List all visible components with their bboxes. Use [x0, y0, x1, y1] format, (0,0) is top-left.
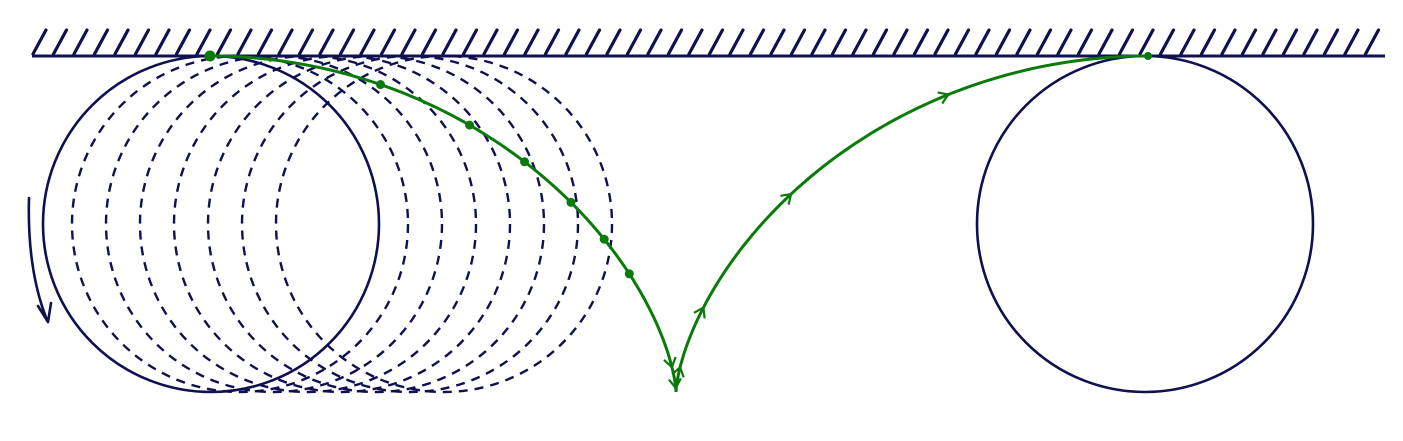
hatch-mark	[1302, 28, 1319, 56]
hatch-mark	[92, 28, 110, 56]
curve-point	[624, 269, 634, 279]
rolling-circle-end	[975, 54, 1315, 394]
hatch-mark	[789, 28, 807, 56]
hatch-mark	[1117, 28, 1135, 56]
hatch-mark	[236, 28, 253, 56]
curve-marked-points	[204, 50, 1152, 279]
hatch-mark	[748, 28, 766, 56]
curve-point	[566, 197, 576, 207]
dashed-circle	[138, 54, 478, 394]
hatch-mark	[154, 28, 171, 56]
hatch-mark	[482, 28, 499, 56]
hatch-mark	[297, 28, 315, 56]
hatch-mark	[1158, 28, 1176, 56]
curve-point	[599, 234, 609, 244]
dashed-circle	[70, 54, 410, 394]
hatch-mark	[707, 28, 725, 56]
hatch-mark	[523, 28, 540, 56]
hatch-mark	[441, 28, 458, 56]
hatch-mark	[830, 28, 848, 56]
hatch-mark	[769, 28, 786, 56]
hatch-mark	[277, 28, 294, 56]
hatch-mark	[256, 28, 274, 56]
curve-point	[204, 50, 216, 62]
hatch-mark	[728, 28, 745, 56]
hatch-mark	[810, 28, 827, 56]
hatch-mark	[318, 28, 335, 56]
hatch-mark	[564, 28, 581, 56]
curve-point	[375, 80, 385, 90]
dashed-circle-positions	[70, 54, 614, 394]
cycloid-curve	[209, 54, 1149, 392]
hatch-mark	[420, 28, 438, 56]
hatch-mark	[215, 28, 233, 56]
hatch-mark	[1240, 28, 1258, 56]
hatch-mark	[502, 28, 520, 56]
hatch-mark	[379, 28, 397, 56]
hatch-mark	[338, 28, 356, 56]
rotation-arrow-icon	[27, 196, 53, 324]
hatch-mark	[584, 28, 602, 56]
hatch-mark	[31, 28, 48, 56]
hatch-mark	[174, 28, 192, 56]
curve-arrow-icon	[693, 306, 706, 319]
hatch-mark	[461, 28, 479, 56]
hatch-mark	[912, 28, 930, 56]
curve-arrow-icon	[937, 91, 950, 105]
hatch-mark	[974, 28, 991, 56]
hatch-mark	[1199, 28, 1217, 56]
hatch-mark	[1179, 28, 1196, 56]
hatch-mark	[646, 28, 663, 56]
curve-arrow-icon	[780, 192, 793, 205]
hatch-mark	[625, 28, 643, 56]
ceiling-surface	[31, 28, 1385, 58]
hatch-mark	[72, 28, 89, 56]
dashed-circle	[274, 54, 614, 394]
hatch-mark	[994, 28, 1012, 56]
curve-direction-arrows	[663, 91, 950, 390]
curve-arrow-icon	[663, 356, 677, 369]
hatch-mark	[1281, 28, 1299, 56]
hatch-mark	[1220, 28, 1237, 56]
curve-point	[465, 120, 475, 130]
hatch-mark	[1261, 28, 1278, 56]
rolling-circle-start	[41, 54, 381, 394]
hatch-mark	[1076, 28, 1094, 56]
hatch-mark	[605, 28, 622, 56]
hatch-mark	[195, 28, 212, 56]
hatch-mark	[1097, 28, 1114, 56]
hatch-mark	[871, 28, 889, 56]
curve-arrow-icon	[668, 377, 682, 390]
dashed-circle	[172, 54, 512, 394]
hatch-mark	[1138, 28, 1155, 56]
hatch-mark	[400, 28, 417, 56]
hatch-mark	[1363, 28, 1381, 56]
ceiling-hatching	[31, 28, 1381, 56]
hatch-mark	[133, 28, 151, 56]
hatch-mark	[851, 28, 868, 56]
hatch-mark	[666, 28, 684, 56]
curve-point	[520, 157, 530, 167]
dashed-circle	[240, 54, 580, 394]
hatch-mark	[892, 28, 909, 56]
dashed-circle	[206, 54, 546, 394]
hatch-mark	[953, 28, 971, 56]
curve-end-point	[1144, 52, 1152, 60]
curve-arrow-icon	[671, 366, 685, 378]
hatch-mark	[51, 28, 69, 56]
hatch-mark	[1322, 28, 1340, 56]
hatch-mark	[1343, 28, 1360, 56]
hatch-mark	[1056, 28, 1073, 56]
hatch-mark	[113, 28, 130, 56]
hatch-mark	[1035, 28, 1053, 56]
hatch-mark	[687, 28, 704, 56]
hatch-mark	[543, 28, 561, 56]
dashed-circle	[104, 54, 444, 394]
hatch-mark	[1015, 28, 1032, 56]
hatch-mark	[359, 28, 376, 56]
hatch-mark	[933, 28, 950, 56]
